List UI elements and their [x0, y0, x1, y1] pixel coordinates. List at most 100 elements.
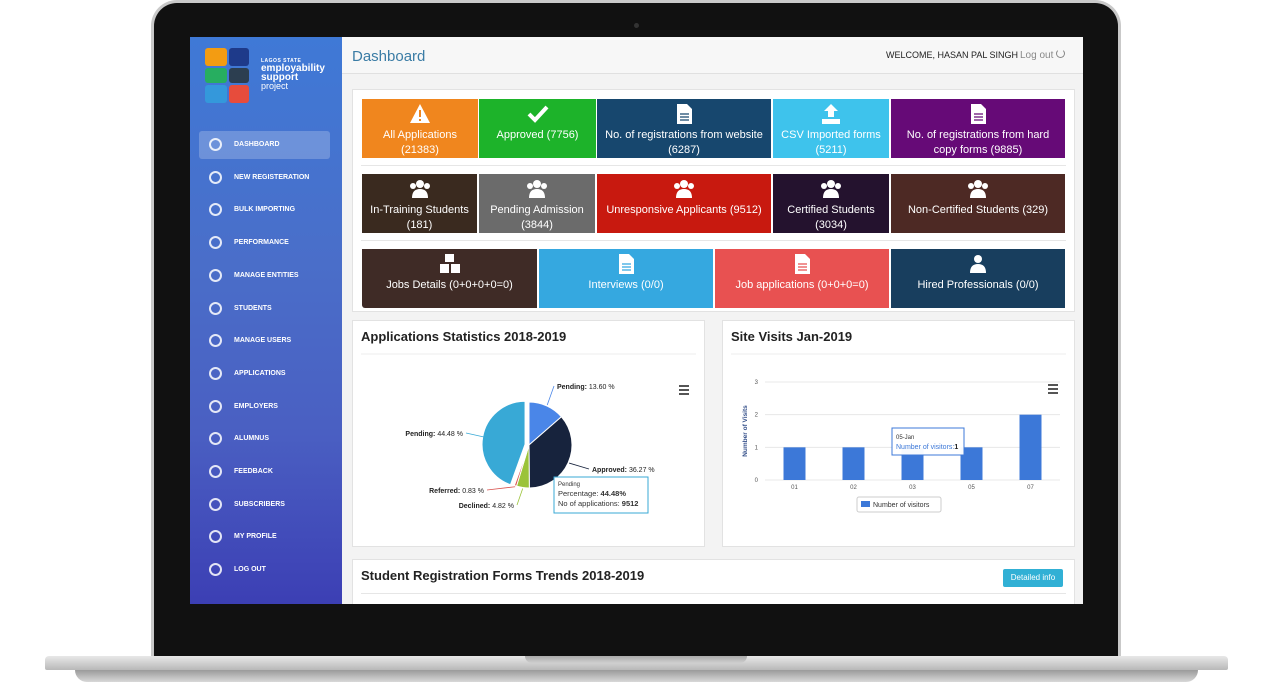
divider — [361, 240, 1066, 241]
trends-panel — [352, 559, 1075, 609]
tile[interactable]: No. of registrations from website (6287) — [597, 99, 771, 158]
pie-slice — [513, 444, 530, 487]
label-connector — [546, 385, 555, 406]
tile-icon — [970, 255, 986, 273]
menu-item[interactable]: SUBSCRIBERS — [199, 491, 330, 519]
tile-count: (3034) — [815, 219, 847, 231]
tile-label: Interviews — [588, 279, 638, 291]
slice-label: Pending: 13.60 % — [557, 384, 615, 391]
menu-icon — [209, 563, 222, 577]
menu-icon — [209, 366, 222, 380]
slice-label: Declined: 4.82 % — [459, 503, 514, 510]
slice-value: 13.60 % — [589, 384, 615, 391]
menu-label: MANAGE USERS — [234, 337, 292, 345]
menu-item[interactable]: MANAGE USERS — [199, 327, 330, 355]
menu-item[interactable]: DASHBOARD — [199, 131, 330, 159]
tile[interactable]: CSV Imported forms (5211) — [773, 99, 889, 158]
x-tick-label: 02 — [850, 485, 857, 491]
camera — [634, 23, 639, 28]
slice-label: Pending: 44.48 % — [405, 431, 463, 438]
tile[interactable]: Interviews (0/0) — [539, 249, 713, 308]
menu-label: MY PROFILE — [234, 533, 277, 541]
menu-item[interactable]: LOG OUT — [199, 556, 330, 584]
laptop-base — [45, 656, 1228, 670]
tile[interactable]: Pending Admission (3844) — [479, 174, 595, 233]
logout-link[interactable]: Log out — [1020, 49, 1066, 61]
tile[interactable]: Approved (7756) — [479, 99, 596, 158]
tile[interactable]: Hired Professionals (0/0) — [891, 249, 1065, 308]
menu-icon — [209, 465, 222, 478]
menu-item[interactable]: STUDENTS — [199, 295, 330, 323]
tile-label: Job applications — [735, 279, 815, 291]
tile[interactable]: All Applications (21383) — [362, 99, 478, 158]
tile-label: In-Training Students — [370, 204, 469, 216]
menu-label: LOG OUT — [234, 566, 266, 574]
slice-name: Pending: — [405, 431, 435, 438]
tile-icon — [677, 104, 692, 124]
menu-icon — [209, 138, 222, 151]
chart-menu-icon — [1048, 388, 1058, 390]
tile-icon — [822, 104, 840, 124]
label-connector — [486, 486, 516, 491]
menu-item[interactable]: NEW REGISTERATION — [199, 164, 330, 192]
bar — [1019, 414, 1042, 480]
menu-label: STUDENTS — [234, 304, 272, 312]
menu-item[interactable]: EMPLOYERS — [199, 393, 330, 421]
label-connector — [516, 488, 524, 506]
tile[interactable]: Certified Students (3034) — [773, 174, 889, 233]
tile-count: (0/0) — [1015, 279, 1039, 291]
detailed-info-button[interactable]: Detailed info — [1003, 569, 1063, 587]
menu-item[interactable]: BULK IMPORTING — [199, 196, 330, 224]
y-tick-label: 1 — [755, 445, 759, 451]
tile[interactable]: Unresponsive Applicants (9512) — [597, 174, 771, 233]
menu-item[interactable]: APPLICATIONS — [199, 360, 330, 388]
tile-label: Jobs Details — [386, 279, 447, 291]
tile-label: No. of registrations from website — [605, 129, 763, 141]
tile-count: (181) — [406, 219, 433, 231]
y-tick-label: 0 — [755, 478, 759, 484]
menu-label: PERFORMANCE — [234, 239, 289, 247]
x-tick-label: 03 — [909, 485, 916, 491]
tile-count: (3844) — [521, 219, 553, 231]
tile[interactable]: In-Training Students (181) — [362, 174, 477, 233]
tile-label: No. of registrations from hard copy form… — [906, 129, 1050, 156]
trends-title: Student Registration Forms Trends 2018-2… — [361, 568, 645, 583]
tile-label: Non-Certified Students — [907, 204, 1020, 216]
menu-item[interactable]: PERFORMANCE — [199, 229, 330, 257]
pie-slice — [481, 400, 526, 486]
tooltip-key: No of applications: — [558, 499, 620, 508]
slice-label: Approved: 36.27 % — [592, 467, 655, 474]
slice-value: 36.27 % — [629, 467, 655, 474]
chart-menu-icon — [679, 385, 689, 387]
power-icon — [1056, 49, 1066, 58]
chart-title: Applications Statistics 2018-2019 — [361, 329, 566, 344]
menu-icon — [209, 170, 222, 184]
tile[interactable]: Job applications (0+0+0=0) — [715, 249, 889, 308]
tile[interactable]: Jobs Details (0+0+0+0=0) — [362, 249, 537, 308]
divider — [361, 165, 1066, 166]
tile-icon — [410, 104, 430, 123]
tile-label: All Applications — [383, 129, 457, 141]
chart-title: Site Visits Jan-2019 — [731, 329, 852, 344]
laptop-notch — [525, 656, 747, 663]
tooltip-key: Percentage: — [558, 489, 598, 498]
menu-item[interactable]: MY PROFILE — [199, 523, 330, 551]
tile-label: Unresponsive Applicants — [606, 204, 727, 216]
laptop-base-bottom — [75, 670, 1198, 682]
bar — [842, 447, 865, 480]
menu-icon — [209, 203, 222, 217]
tile[interactable]: Non-Certified Students (329) — [891, 174, 1065, 233]
chart-menu-icon — [1048, 392, 1058, 394]
slice-name: Referred: — [429, 488, 460, 495]
tile-count: (6287) — [668, 144, 700, 156]
tile[interactable]: No. of registrations from hard copy form… — [891, 99, 1065, 158]
pie-slice — [528, 416, 573, 489]
slice-name: Declined: — [459, 503, 491, 510]
menu-item[interactable]: ALUMNUS — [199, 425, 330, 453]
slice-value: 44.48 % — [437, 431, 463, 438]
menu-label: ALUMNUS — [234, 435, 269, 443]
menu-label: FEEDBACK — [234, 468, 273, 475]
menu-item[interactable]: FEEDBACK — [199, 458, 330, 486]
menu-item[interactable]: MANAGE ENTITIES — [199, 262, 330, 290]
tile-icon — [619, 254, 634, 274]
